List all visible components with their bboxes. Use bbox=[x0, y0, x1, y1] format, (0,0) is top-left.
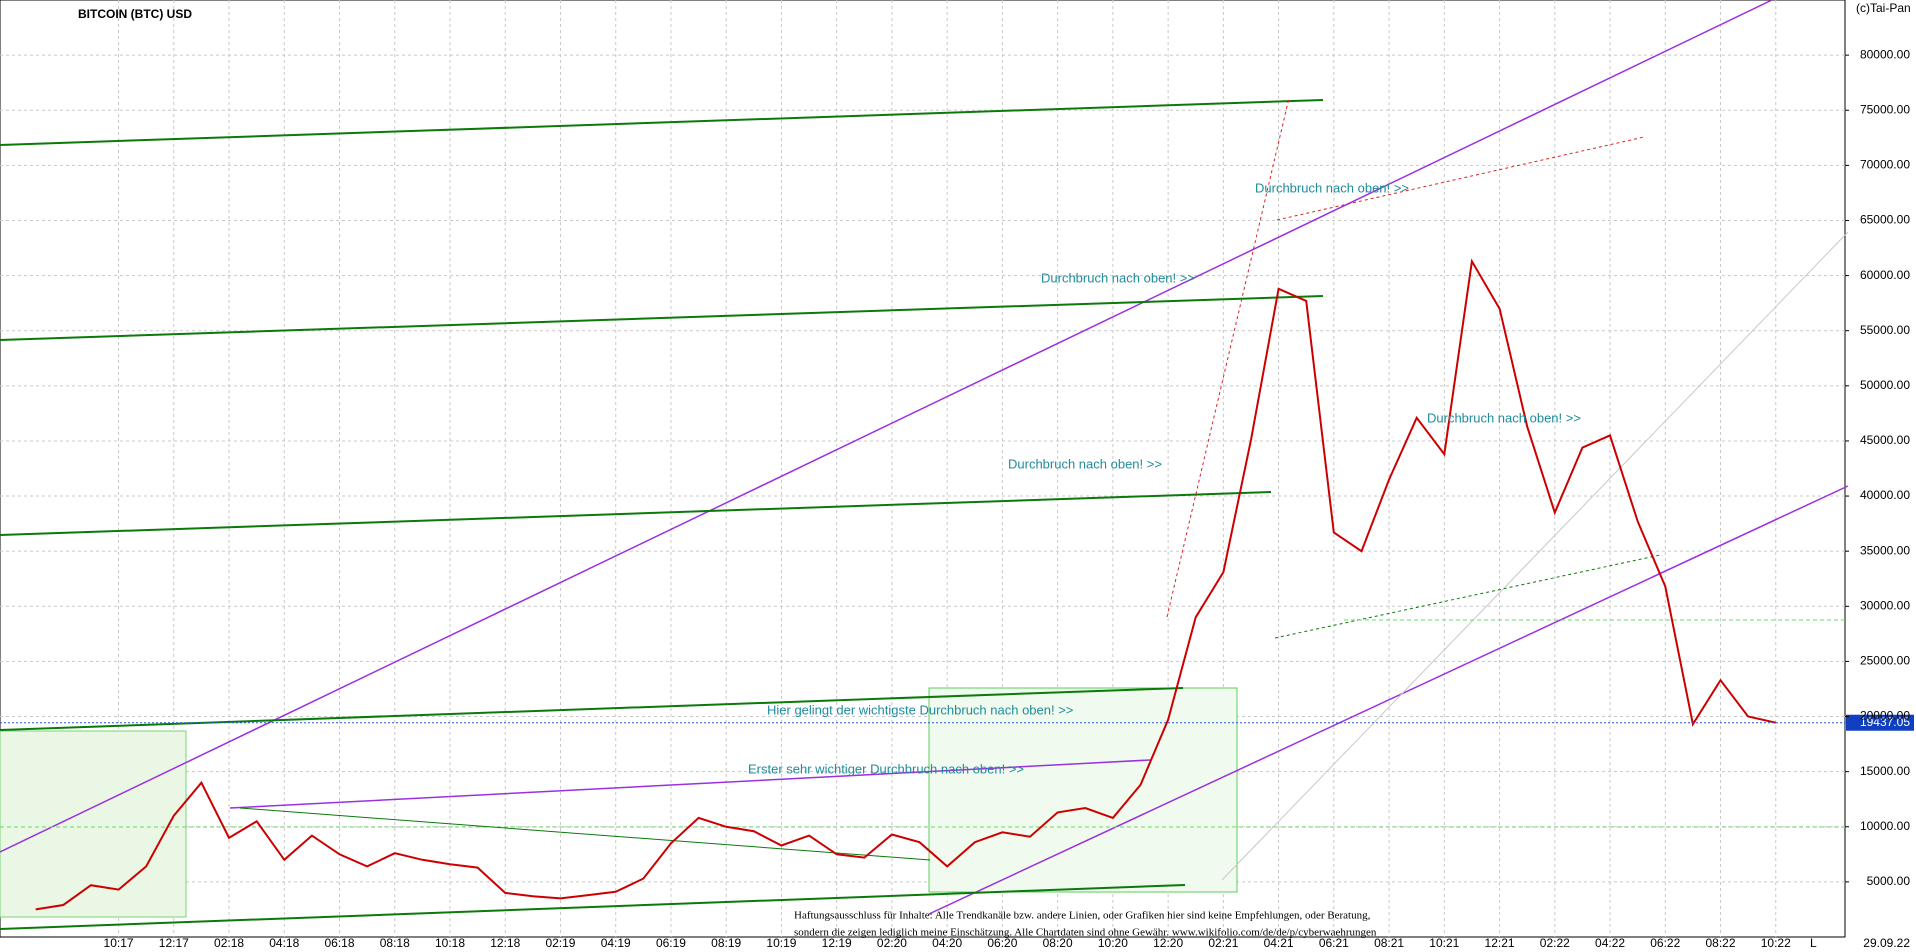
x-tick-label: 04:21 bbox=[1264, 936, 1294, 950]
trend-line bbox=[1166, 97, 1290, 618]
y-tick-label: 50000.00 bbox=[1860, 378, 1910, 392]
y-tick-label: 60000.00 bbox=[1860, 268, 1910, 282]
annotation: Durchbruch nach oben! >> bbox=[1041, 270, 1195, 285]
x-tick-label: 02:20 bbox=[877, 936, 907, 950]
x-tick-label: 04:20 bbox=[932, 936, 962, 950]
zone bbox=[928, 687, 1238, 893]
y-tick-label: 15000.00 bbox=[1860, 764, 1910, 778]
x-tick-label: 12:18 bbox=[490, 936, 520, 950]
x-tick-label: 10:17 bbox=[104, 936, 134, 950]
price-line bbox=[35, 258, 1777, 911]
trend-line bbox=[928, 485, 1849, 915]
y-tick-label: 30000.00 bbox=[1860, 598, 1910, 612]
annotation: Erster sehr wichtiger Durchbruch nach ob… bbox=[748, 761, 1024, 776]
x-tick-label: 06:20 bbox=[987, 936, 1017, 950]
trend-line bbox=[1221, 231, 1849, 881]
plot-area bbox=[0, 0, 1846, 938]
last-price-box bbox=[1846, 714, 1914, 731]
x-tick-label: 08:22 bbox=[1706, 936, 1736, 950]
x-tick-label: 08:21 bbox=[1374, 936, 1404, 950]
y-tick-label: 35000.00 bbox=[1860, 543, 1910, 557]
series: 19437.05 bbox=[0, 258, 1914, 911]
y-tick-label: 25000.00 bbox=[1860, 654, 1910, 668]
y-tick-label: 10000.00 bbox=[1860, 819, 1910, 833]
x-tick-label: 08:19 bbox=[711, 936, 741, 950]
x-tick-label: 10:20 bbox=[1098, 936, 1128, 950]
x-tick-label: 10:18 bbox=[435, 936, 465, 950]
y-tick-label: 75000.00 bbox=[1860, 102, 1910, 116]
scale-mode: L bbox=[1810, 936, 1817, 950]
x-tick-label: 06:21 bbox=[1319, 936, 1349, 950]
annotation: Durchbruch nach oben! >> bbox=[1008, 456, 1162, 471]
trend-line bbox=[0, 491, 1272, 536]
x-tick-label: 02:21 bbox=[1208, 936, 1238, 950]
x-tick-label: 12:19 bbox=[822, 936, 852, 950]
annotation: Durchbruch nach oben! >> bbox=[1255, 180, 1409, 195]
x-tick-label: 12:21 bbox=[1485, 936, 1515, 950]
date-label: 29.09.22 bbox=[1863, 936, 1910, 950]
x-tick-label: 04:22 bbox=[1595, 936, 1625, 950]
disclaimer: Haftungsausschluss für Inhalte: Alle Tre… bbox=[794, 910, 1371, 922]
y-tick-label: 70000.00 bbox=[1860, 158, 1910, 172]
disclaimer: sondern die zeigen lediglich meine Einsc… bbox=[794, 927, 1377, 939]
annotation: Hier gelingt der wichtigste Durchbruch n… bbox=[767, 702, 1073, 717]
trend-line bbox=[0, 884, 1186, 930]
trend-line bbox=[0, 295, 1324, 341]
annotation: Durchbruch nach oben! >> bbox=[1427, 410, 1581, 425]
y-tick-label: 55000.00 bbox=[1860, 323, 1910, 337]
trend-line bbox=[1276, 136, 1645, 221]
zone bbox=[0, 730, 187, 918]
x-tick-label: 04:18 bbox=[269, 936, 299, 950]
copyright: (c)Tai-Pan bbox=[1856, 1, 1911, 15]
y-tick-label: 80000.00 bbox=[1860, 47, 1910, 61]
x-tick-label: 06:18 bbox=[325, 936, 355, 950]
x-tick-label: 12:17 bbox=[159, 936, 189, 950]
x-tick-label: 10:21 bbox=[1429, 936, 1459, 950]
x-tick-label: 02:19 bbox=[545, 936, 575, 950]
trend-lines bbox=[0, 0, 1849, 930]
last-price-label: 19437.05 bbox=[1860, 715, 1910, 729]
x-tick-label: 12:20 bbox=[1153, 936, 1183, 950]
y-tick-label: 65000.00 bbox=[1860, 213, 1910, 227]
x-tick-label: 02:18 bbox=[214, 936, 244, 950]
y-tick-label: 40000.00 bbox=[1860, 488, 1910, 502]
x-tick-label: 06:22 bbox=[1650, 936, 1680, 950]
x-tick-label: 04:19 bbox=[601, 936, 631, 950]
trend-line bbox=[239, 807, 931, 861]
trend-line bbox=[229, 759, 1151, 809]
x-tick-label: 10:22 bbox=[1761, 936, 1791, 950]
y-tick-label: 45000.00 bbox=[1860, 433, 1910, 447]
x-tick-label: 08:18 bbox=[380, 936, 410, 950]
x-tick-label: 10:19 bbox=[766, 936, 796, 950]
x-tick-label: 06:19 bbox=[656, 936, 686, 950]
y-tick-label: 20000.00 bbox=[1860, 709, 1910, 723]
trend-line bbox=[0, 99, 1324, 146]
y-tick-label: 5000.00 bbox=[1867, 874, 1911, 888]
trend-line bbox=[0, 0, 1773, 853]
chart-title: BITCOIN (BTC) USD bbox=[78, 7, 192, 21]
x-tick-label: 02:22 bbox=[1540, 936, 1570, 950]
x-tick-label: 08:20 bbox=[1043, 936, 1073, 950]
